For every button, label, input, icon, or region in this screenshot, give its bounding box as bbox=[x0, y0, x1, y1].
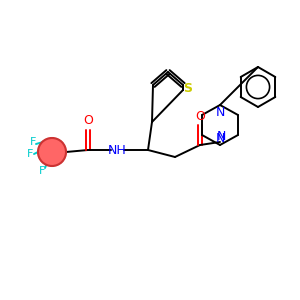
Circle shape bbox=[38, 138, 66, 166]
Text: O: O bbox=[195, 110, 205, 122]
Text: F: F bbox=[39, 166, 45, 176]
Text: N: N bbox=[215, 106, 225, 118]
Text: S: S bbox=[184, 82, 193, 94]
Text: NH: NH bbox=[108, 143, 126, 157]
Text: N: N bbox=[215, 131, 225, 145]
Text: O: O bbox=[83, 115, 93, 128]
Text: F: F bbox=[30, 137, 36, 147]
Text: F: F bbox=[27, 149, 33, 159]
Text: N: N bbox=[216, 130, 226, 143]
